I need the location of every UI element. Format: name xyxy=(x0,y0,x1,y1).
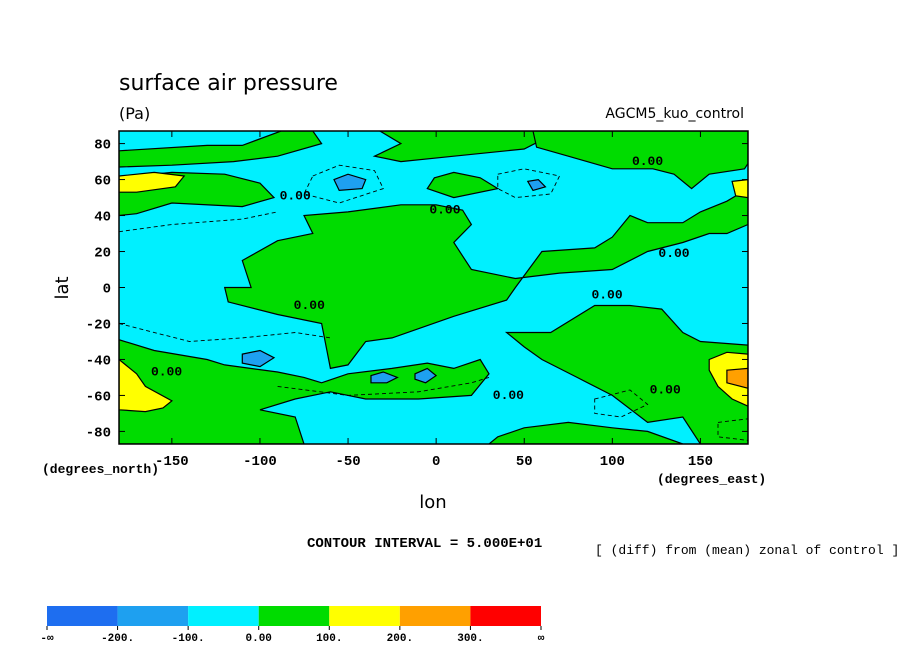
colorbar-label: -200. xyxy=(101,633,134,645)
colorbar-label: ∞ xyxy=(538,633,545,645)
chart-title: surface air pressure xyxy=(119,71,338,96)
y-tick-label: 0 xyxy=(103,282,111,298)
y-tick-label: 60 xyxy=(94,174,111,190)
contour-region-10 xyxy=(731,178,748,199)
contour-region-4 xyxy=(426,171,500,199)
x-tick-label: 100 xyxy=(600,454,625,470)
dashed-contour-0 xyxy=(303,164,384,204)
y-axis-label: lat xyxy=(52,276,73,299)
contour-region-17 xyxy=(370,371,399,384)
diff-note: [ (diff) from (mean) zonal of control ] xyxy=(595,543,899,558)
y-tick-label: -60 xyxy=(86,389,111,405)
y-units-label: (degrees_north) xyxy=(42,462,159,477)
contour-label-0: 0.00 xyxy=(151,365,182,380)
y-tick-label: -20 xyxy=(86,317,111,333)
y-tick-label: -40 xyxy=(86,353,111,369)
colorbar-swatch xyxy=(117,606,189,626)
dashed-contour-4 xyxy=(277,376,490,396)
y-tick-label: 40 xyxy=(94,210,111,226)
x-tick-label: -150 xyxy=(155,454,189,470)
contour-label-4: 0.00 xyxy=(632,154,663,169)
colorbar-swatch xyxy=(470,606,541,626)
contour-region-0 xyxy=(119,131,323,168)
contour-labels: 0.00 0.00 0.00 0.00 0.00 0.00 0.00 0.00 0.00 xyxy=(151,154,690,403)
contour-region-3 xyxy=(532,131,748,190)
colorbar-label: 200. xyxy=(387,633,413,645)
contour-region-7 xyxy=(119,339,490,444)
colorbar-swatch xyxy=(399,606,471,626)
x-tick-label: -100 xyxy=(243,454,277,470)
contour-region-11 xyxy=(119,358,173,413)
contour-label-6: 0.00 xyxy=(591,287,622,302)
colorbar-label: -∞ xyxy=(40,633,54,645)
contour-label-2: 0.00 xyxy=(429,203,460,218)
colorbar-swatch xyxy=(329,606,400,626)
plot-area: 0.00 0.00 0.00 0.00 0.00 0.00 0.00 0.00 0.00 -15… xyxy=(86,130,749,470)
contour-label-8: 0.00 xyxy=(650,383,681,398)
dashed-contour-3 xyxy=(119,323,331,342)
dashed-contour-5 xyxy=(594,389,649,418)
x-axis-label: lon xyxy=(419,492,446,513)
dashed-contour-2 xyxy=(119,211,278,233)
units-label: (Pa) xyxy=(119,104,150,123)
contour-region-8 xyxy=(488,421,684,444)
contour-region-15 xyxy=(526,178,547,192)
colorbar-label: -100. xyxy=(172,633,205,645)
filled-regions xyxy=(119,131,748,444)
y-tick-label: 20 xyxy=(94,246,111,262)
contour-label-1: 0.00 xyxy=(280,188,311,203)
contour-region-6 xyxy=(504,304,748,444)
contour-label-5: 0.00 xyxy=(658,246,689,261)
y-tick-label: 80 xyxy=(94,138,111,154)
colorbar-label: 300. xyxy=(457,633,483,645)
colorbar: -∞ -200. -100. 0.00 100. 200. 300. ∞ xyxy=(40,606,545,645)
colorbar-swatch xyxy=(258,606,330,626)
x-tick-label: 0 xyxy=(432,454,440,470)
y-axis: 80 60 40 20 0 -20 -40 -60 -80 xyxy=(86,138,748,441)
colorbar-swatch xyxy=(47,606,118,626)
y-tick-label: -80 xyxy=(86,425,111,441)
x-axis: -150 -100 -50 0 50 100 150 xyxy=(155,131,713,470)
contour-label-7: 0.00 xyxy=(493,388,524,403)
colorbar-label: 100. xyxy=(316,633,342,645)
x-tick-label: 50 xyxy=(516,454,533,470)
contour-region-14 xyxy=(333,173,367,192)
contour-interval-label: CONTOUR INTERVAL = 5.000E+01 xyxy=(307,536,542,552)
dashed-contours xyxy=(119,164,748,441)
contour-region-9 xyxy=(119,171,186,193)
x-units-label: (degrees_east) xyxy=(657,472,766,487)
contour-region-18 xyxy=(414,367,438,384)
x-tick-label: 150 xyxy=(688,454,713,470)
colorbar-swatch xyxy=(188,606,259,626)
contour-region-5 xyxy=(223,187,748,370)
contour-region-13 xyxy=(726,367,748,389)
contour-region-16 xyxy=(241,349,276,368)
model-label: AGCM5_kuo_control xyxy=(605,106,744,122)
contour-label-3: 0.00 xyxy=(294,298,325,313)
x-tick-label: -50 xyxy=(335,454,360,470)
dashed-contour-6 xyxy=(717,418,748,441)
colorbar-label: 0.00 xyxy=(246,633,272,645)
